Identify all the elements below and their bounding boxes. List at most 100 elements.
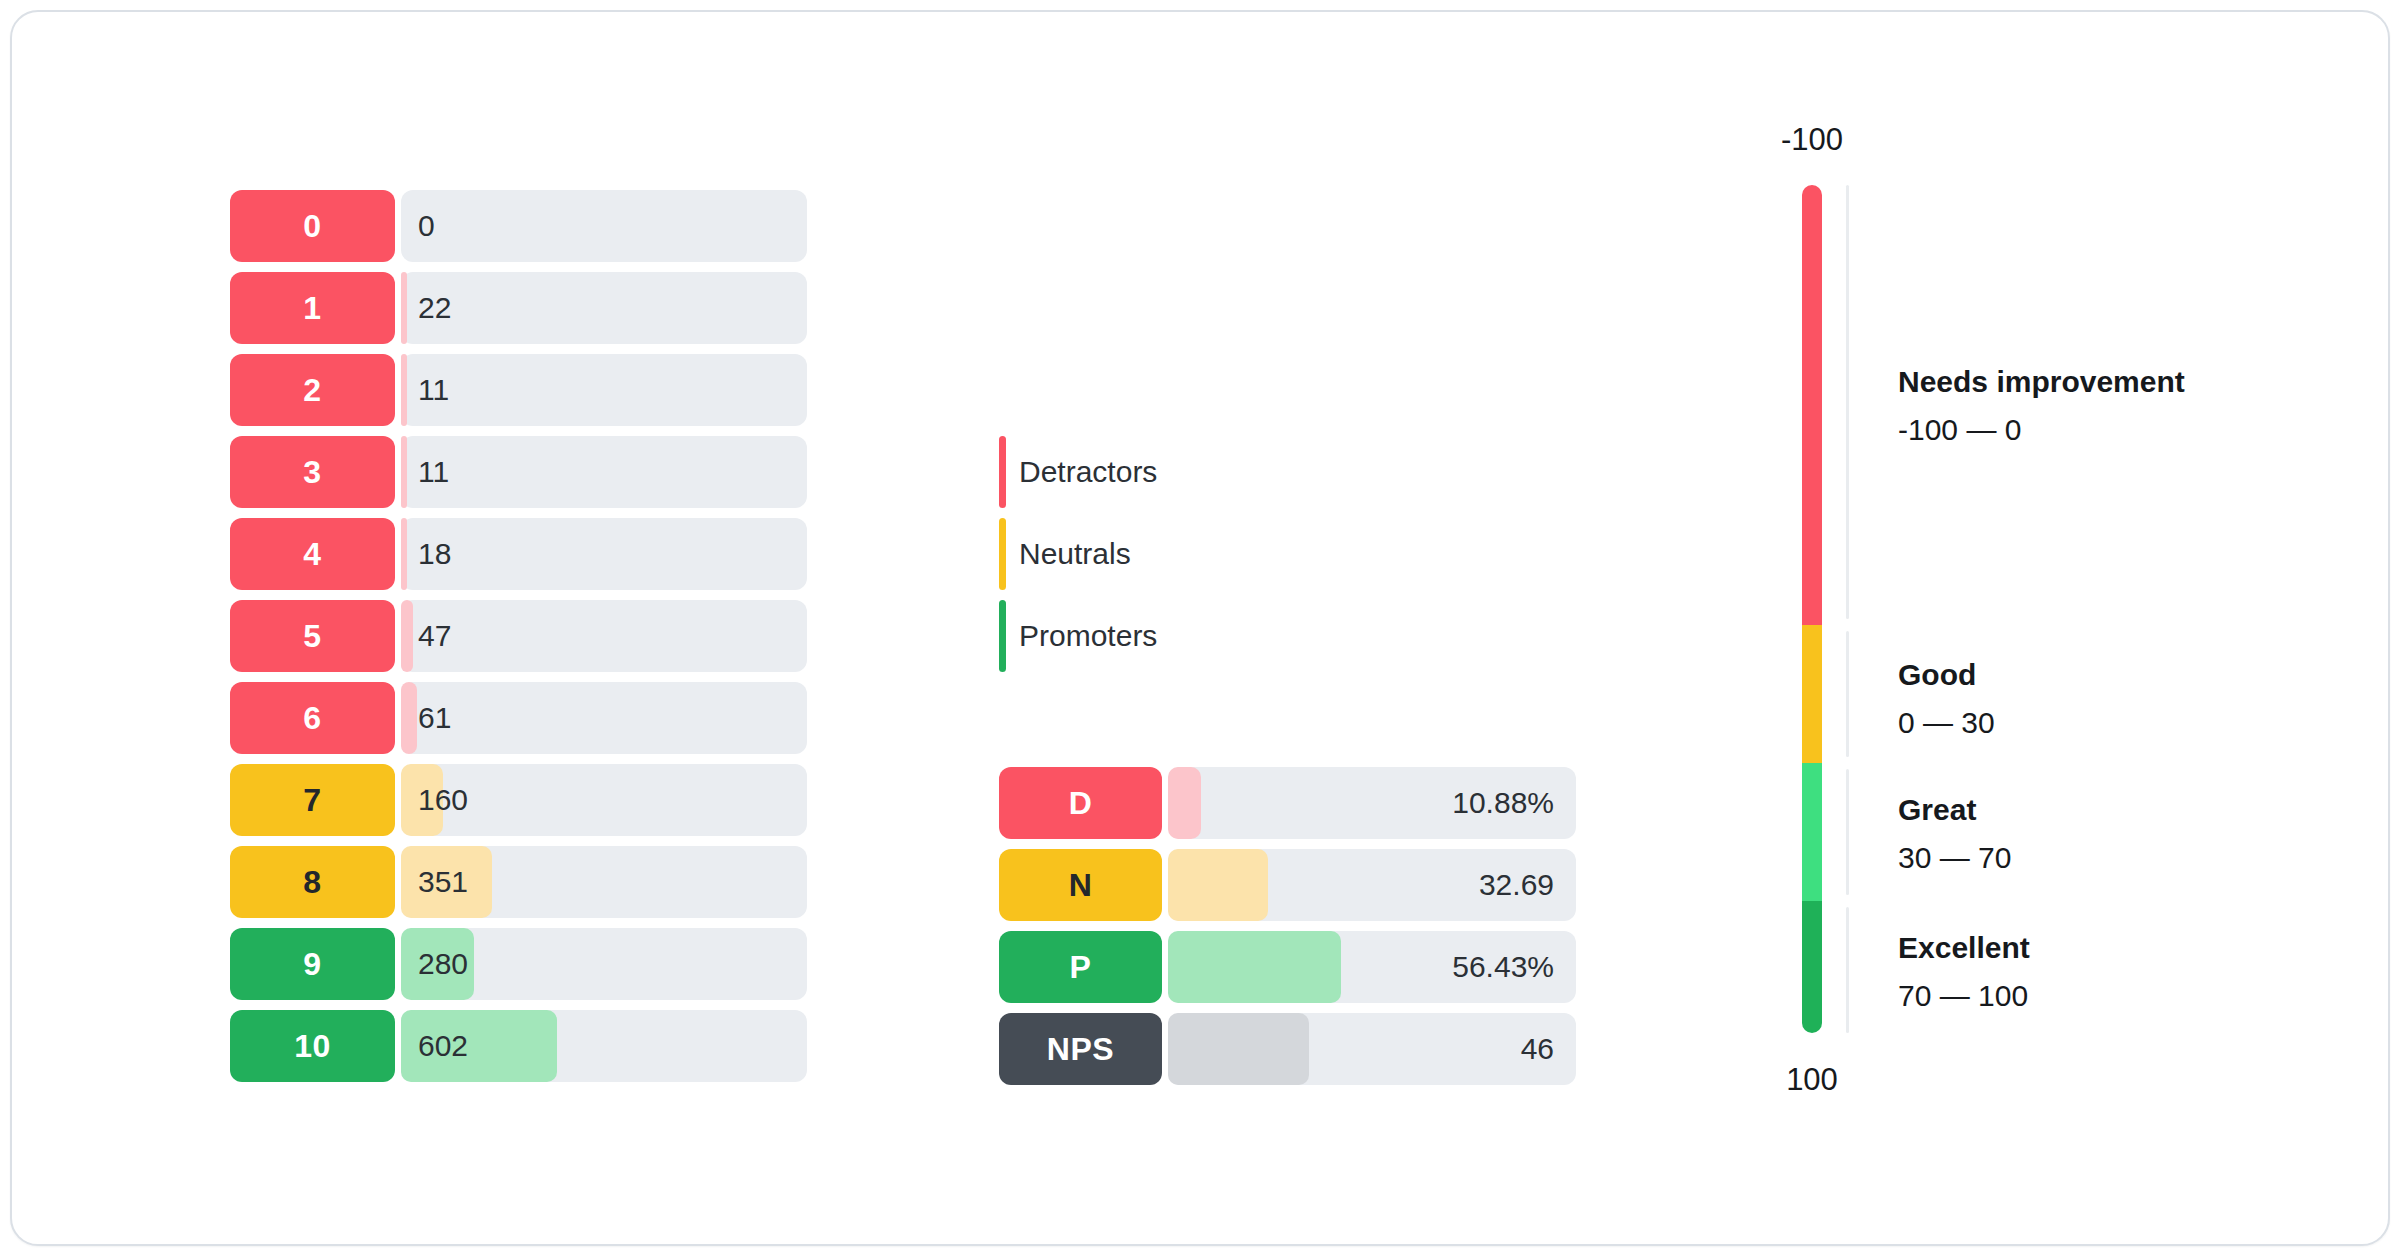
- score-value: 0: [418, 209, 435, 243]
- gauge-zone-title: Excellent: [1898, 930, 2030, 966]
- legend-label: Neutrals: [1019, 537, 1131, 571]
- score-bar: 22: [401, 272, 807, 344]
- summary-pill: P: [999, 931, 1162, 1003]
- score-bar: 11: [401, 436, 807, 508]
- score-bar: 351: [401, 846, 807, 918]
- summary-row: NPS 46: [999, 1013, 1576, 1085]
- score-row: 1 22: [230, 272, 807, 344]
- score-bar: 47: [401, 600, 807, 672]
- score-pill: 1: [230, 272, 395, 344]
- nps-report: 0 0 1 22 2 11 3 11: [0, 0, 2400, 1256]
- gauge-zone-range: 0 — 30: [1898, 705, 1995, 741]
- gauge-axis-line: [1846, 769, 1849, 895]
- detractor-color-swatch: [999, 436, 1006, 508]
- score-row: 2 11: [230, 354, 807, 426]
- score-bar: 18: [401, 518, 807, 590]
- score-row: 0 0: [230, 190, 807, 262]
- gauge-segment-good: [1802, 625, 1822, 763]
- score-row: 10 602: [230, 1010, 807, 1082]
- score-bar: 280: [401, 928, 807, 1000]
- score-pill: 4: [230, 518, 395, 590]
- score-bar: 0: [401, 190, 807, 262]
- score-bar-fill: [401, 600, 413, 672]
- score-row: 4 18: [230, 518, 807, 590]
- gauge-zone-range: 70 — 100: [1898, 978, 2030, 1014]
- gauge-zone-good: Good 0 — 30: [1898, 657, 1995, 741]
- summary-bar-fill: [1168, 849, 1268, 921]
- gauge-zone-needs-improvement: Needs improvement -100 — 0: [1898, 364, 2185, 448]
- score-pill: 8: [230, 846, 395, 918]
- score-row: 5 47: [230, 600, 807, 672]
- summary-bar-fill: [1168, 1013, 1309, 1085]
- score-bar-fill: [401, 436, 407, 508]
- score-row: 9 280: [230, 928, 807, 1000]
- score-value: 11: [418, 373, 449, 407]
- score-row: 3 11: [230, 436, 807, 508]
- score-value: 280: [418, 947, 468, 981]
- nps-gauge: [1802, 185, 1822, 1033]
- score-value: 22: [418, 291, 451, 325]
- legend-label: Detractors: [1019, 455, 1157, 489]
- gauge-zone-title: Good: [1898, 657, 1995, 693]
- legend-item-neutrals[interactable]: Neutrals: [999, 518, 1157, 590]
- summary-bar: 46: [1168, 1013, 1576, 1085]
- summary-row: P 56.43%: [999, 931, 1576, 1003]
- gauge-zone-range: -100 — 0: [1898, 412, 2185, 448]
- score-row: 8 351: [230, 846, 807, 918]
- summary-value: 32.69: [1479, 868, 1554, 902]
- score-bar: 602: [401, 1010, 807, 1082]
- score-bar-fill: [401, 682, 417, 754]
- score-pill: 10: [230, 1010, 395, 1082]
- summary-value: 56.43%: [1452, 950, 1554, 984]
- gauge-zone-great: Great 30 — 70: [1898, 792, 2011, 876]
- gauge-max-label: 100: [1712, 1062, 1912, 1098]
- gauge-zone-title: Great: [1898, 792, 2011, 828]
- legend: Detractors Neutrals Promoters: [999, 436, 1157, 672]
- summary-row: D 10.88%: [999, 767, 1576, 839]
- legend-label: Promoters: [1019, 619, 1157, 653]
- score-value: 602: [418, 1029, 468, 1063]
- score-pill: 7: [230, 764, 395, 836]
- score-bar: 11: [401, 354, 807, 426]
- gauge-segment-great: [1802, 763, 1822, 901]
- summary-bar: 32.69: [1168, 849, 1576, 921]
- summary-pill: NPS: [999, 1013, 1162, 1085]
- summary-pill: D: [999, 767, 1162, 839]
- summary-value: 10.88%: [1452, 786, 1554, 820]
- score-value: 160: [418, 783, 468, 817]
- score-bar-fill: [401, 272, 407, 344]
- legend-item-promoters[interactable]: Promoters: [999, 600, 1157, 672]
- gauge-min-label: -100: [1712, 122, 1912, 158]
- gauge-zone-title: Needs improvement: [1898, 364, 2185, 400]
- score-pill: 9: [230, 928, 395, 1000]
- score-bar: 61: [401, 682, 807, 754]
- summary-pill: N: [999, 849, 1162, 921]
- legend-item-detractors[interactable]: Detractors: [999, 436, 1157, 508]
- score-value: 47: [418, 619, 451, 653]
- summary-bar: 10.88%: [1168, 767, 1576, 839]
- promoter-color-swatch: [999, 600, 1006, 672]
- summary-bar-fill: [1168, 931, 1341, 1003]
- gauge-axis-line: [1846, 907, 1849, 1033]
- gauge-axis-line: [1846, 631, 1849, 757]
- score-value: 61: [418, 701, 451, 735]
- gauge-zone-excellent: Excellent 70 — 100: [1898, 930, 2030, 1014]
- score-bar: 160: [401, 764, 807, 836]
- score-row: 7 160: [230, 764, 807, 836]
- summary-bar: 56.43%: [1168, 931, 1576, 1003]
- summary-value: 46: [1521, 1032, 1554, 1066]
- score-pill: 6: [230, 682, 395, 754]
- score-bar-fill: [401, 518, 407, 590]
- score-value: 351: [418, 865, 468, 899]
- nps-summary-chart: D 10.88% N 32.69 P 56.43% NPS 46: [999, 767, 1576, 1085]
- gauge-segment-excellent: [1802, 901, 1822, 1033]
- gauge-zone-range: 30 — 70: [1898, 840, 2011, 876]
- neutral-color-swatch: [999, 518, 1006, 590]
- summary-row: N 32.69: [999, 849, 1576, 921]
- gauge-segment-needs-improvement: [1802, 185, 1822, 625]
- score-bar-fill: [401, 354, 407, 426]
- summary-bar-fill: [1168, 767, 1201, 839]
- score-distribution-chart: 0 0 1 22 2 11 3 11: [230, 190, 807, 1082]
- score-value: 18: [418, 537, 451, 571]
- score-pill: 5: [230, 600, 395, 672]
